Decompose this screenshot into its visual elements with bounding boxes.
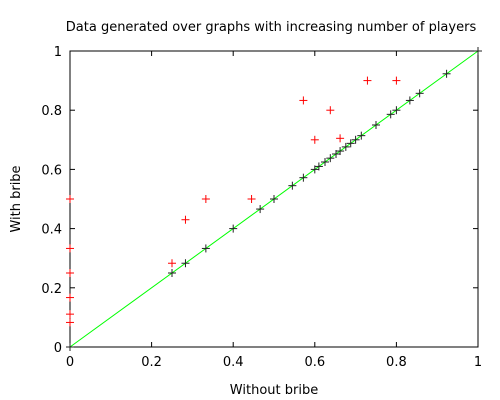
y-axis-label: With bribe [9,165,24,232]
data-point [341,142,350,151]
data-point [372,121,380,129]
data-point [310,165,319,174]
data-point [415,89,424,98]
data-point [321,158,329,166]
data-point [168,269,176,277]
y-tick-label: 1 [54,45,62,60]
data-point [299,96,308,105]
data-point [351,135,360,144]
data-point [336,147,345,156]
data-point [66,310,74,319]
data-point [346,139,355,148]
data-point [168,259,176,268]
y-tick-label: 0 [54,341,62,356]
y-tick-label: 0.6 [41,163,62,178]
data-point [256,205,265,214]
data-points [66,47,482,351]
data-point [314,162,323,171]
y-tick-label: 0.4 [41,223,62,238]
x-tick-label: 0 [66,355,74,370]
data-point [386,110,395,119]
data-point [201,244,210,253]
x-tick-label: 0.8 [386,355,407,370]
data-point [66,269,74,277]
data-point [66,195,74,203]
data-point [270,195,278,203]
x-tick-label: 0.2 [141,355,162,370]
data-point [299,173,308,182]
data-point [405,96,414,105]
data-point [363,76,372,85]
data-point [332,150,341,159]
data-point [392,76,401,85]
x-tick-label: 0.6 [304,355,325,370]
data-point [474,47,482,55]
data-point [310,135,319,144]
data-point [392,106,401,115]
data-point [66,343,74,351]
data-point [66,244,74,253]
data-point [66,318,74,327]
x-tick-label: 0.4 [223,355,244,370]
chart-title: Data generated over graphs with increasi… [66,20,477,35]
data-point [442,69,451,78]
data-point [336,134,345,143]
x-tick-label: 1 [474,355,482,370]
data-point [201,195,210,203]
data-point [181,259,190,268]
data-point [326,106,335,115]
data-point [66,293,74,302]
y-tick-label: 0.2 [41,282,62,297]
axis-tick-labels: 0 0.2 0.4 0.6 0.8 1 0 0.2 0.4 0.6 0.8 1 [41,45,482,370]
data-point [357,131,366,140]
data-point [247,195,256,203]
x-axis-label: Without bribe [230,383,318,398]
data-point [326,154,335,163]
data-point [288,181,297,190]
y-tick-label: 0.8 [41,104,62,119]
data-point [181,215,190,224]
data-point [229,224,238,233]
